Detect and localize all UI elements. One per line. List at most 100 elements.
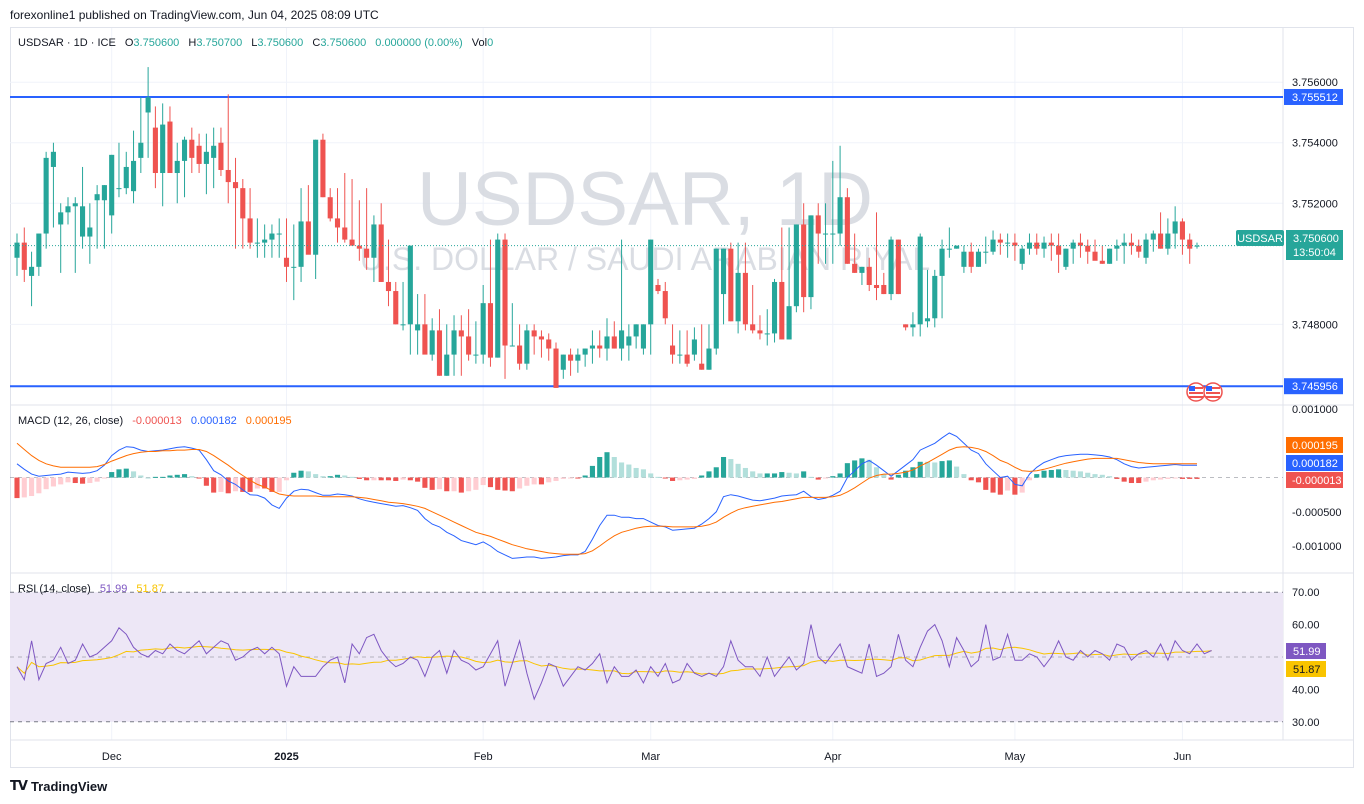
macd-legend-title: MACD (12, 26, close) — [18, 415, 123, 427]
candle-body — [793, 224, 799, 307]
macd-histogram-bar — [87, 477, 93, 484]
candle-body — [771, 281, 778, 334]
candle-body — [160, 124, 166, 174]
candle-body — [36, 233, 42, 267]
macd-histogram-bar — [910, 467, 916, 478]
macd-histogram-bar — [415, 477, 421, 482]
macd-histogram-bar — [757, 473, 763, 478]
macd-histogram-bar — [815, 477, 821, 480]
candle-body — [706, 348, 712, 370]
macd-histogram-bar — [713, 467, 719, 478]
us-flag-icon[interactable] — [1203, 382, 1223, 402]
candle-body — [662, 291, 668, 319]
candle-body — [495, 239, 501, 358]
macd-histogram-bar — [779, 472, 785, 478]
macd-histogram-bar — [742, 467, 748, 478]
candle-body — [801, 224, 807, 298]
macd-histogram-bar — [196, 477, 202, 479]
candle-body — [1056, 245, 1062, 255]
candle-body — [1070, 242, 1076, 249]
candle-body — [211, 145, 217, 158]
macd-histogram-bar — [786, 472, 792, 478]
candle-body — [80, 206, 86, 237]
candle-body — [371, 224, 377, 258]
candle-body — [699, 363, 705, 370]
macd-histogram-bar — [837, 473, 843, 478]
rsi-line — [16, 623, 1212, 701]
macd-histogram-bar — [582, 475, 588, 478]
candle-body — [305, 221, 311, 255]
legend-close-key: C — [312, 37, 320, 49]
macd-histogram-bar — [859, 458, 865, 478]
tradingview-footer[interactable]: 𝗧𝗩 TradingView — [10, 778, 107, 794]
macd-histogram-bar — [844, 463, 850, 478]
macd-tick-label: -0.000500 — [1292, 507, 1342, 519]
macd-histogram-bar — [167, 475, 173, 478]
macd-histogram-bar — [1158, 477, 1164, 480]
horizontal-line-label: 3.745956 — [1292, 381, 1338, 393]
candle-body — [320, 139, 326, 198]
macd-histogram-bar — [495, 477, 501, 490]
candle-body — [808, 215, 814, 298]
last-price-label-bg — [1286, 230, 1343, 260]
candle-body — [145, 97, 151, 113]
macd-histogram-bar — [1034, 474, 1040, 478]
macd-histogram-bar — [174, 474, 180, 478]
macd-value-label: -0.000013 — [1292, 475, 1342, 487]
candle-body — [262, 239, 268, 243]
macd-histogram-bar — [873, 467, 880, 478]
macd-histogram-bar — [771, 473, 778, 478]
candle-body — [342, 227, 348, 240]
macd-histogram-bar — [385, 477, 392, 481]
macd-histogram-bar — [546, 477, 552, 483]
last-price-value: 3.750600 — [1293, 233, 1339, 245]
candle-body — [939, 248, 945, 276]
macd-histogram-bar — [655, 476, 661, 478]
candle-body — [1019, 248, 1025, 264]
candle-body — [735, 272, 741, 322]
macd-histogram-bar — [101, 477, 107, 479]
legend-high-value: 3.750700 — [196, 37, 242, 49]
candle-body — [728, 248, 734, 322]
macd-histogram-bar — [691, 477, 697, 479]
candle-body — [589, 345, 595, 349]
macd-histogram-bar — [181, 474, 188, 478]
candle-body — [764, 333, 770, 335]
macd-legend-macd: 0.000182 — [191, 415, 237, 427]
candle-body — [655, 284, 661, 292]
candle-body — [203, 151, 209, 164]
us-flag-icon[interactable] — [1186, 382, 1206, 402]
candle-body — [167, 121, 173, 174]
macd-histogram-bar — [975, 477, 982, 483]
rsi-tick-label: 60.00 — [1292, 620, 1320, 632]
candle-body — [575, 354, 581, 361]
macd-histogram-bar — [888, 477, 894, 480]
candle-body — [313, 139, 319, 255]
candles[interactable] — [14, 67, 1200, 388]
candle-body — [932, 275, 938, 319]
candle-body — [568, 354, 574, 361]
time-tick-label: 2025 — [274, 751, 298, 763]
macd-histogram-bar — [458, 477, 464, 493]
macd-histogram-bar — [473, 477, 479, 490]
candle-body — [138, 142, 144, 158]
macd-histogram-bar — [1194, 477, 1200, 479]
macd-histogram-bar — [750, 471, 756, 478]
candle-body — [611, 336, 617, 349]
macd-histogram-bar — [123, 468, 129, 478]
candle-body — [269, 233, 275, 240]
candle-body — [633, 324, 639, 337]
macd-histogram-bar — [65, 477, 71, 483]
macd-histogram-bar — [990, 477, 996, 493]
macd-histogram-bar — [320, 476, 326, 478]
candle-body — [480, 303, 486, 355]
macd-histogram-bar — [189, 476, 195, 478]
time-axis-ticks: Dec 2025 Feb Mar Apr May Jun — [102, 751, 1191, 763]
macd-histogram-bar — [728, 459, 734, 478]
candle-body — [844, 197, 850, 264]
macd-legend-signal: 0.000195 — [246, 415, 292, 427]
horizontal-lines[interactable] — [10, 95, 1283, 388]
macd-histogram-bar — [342, 475, 348, 478]
macd-histogram-bar — [502, 477, 508, 491]
